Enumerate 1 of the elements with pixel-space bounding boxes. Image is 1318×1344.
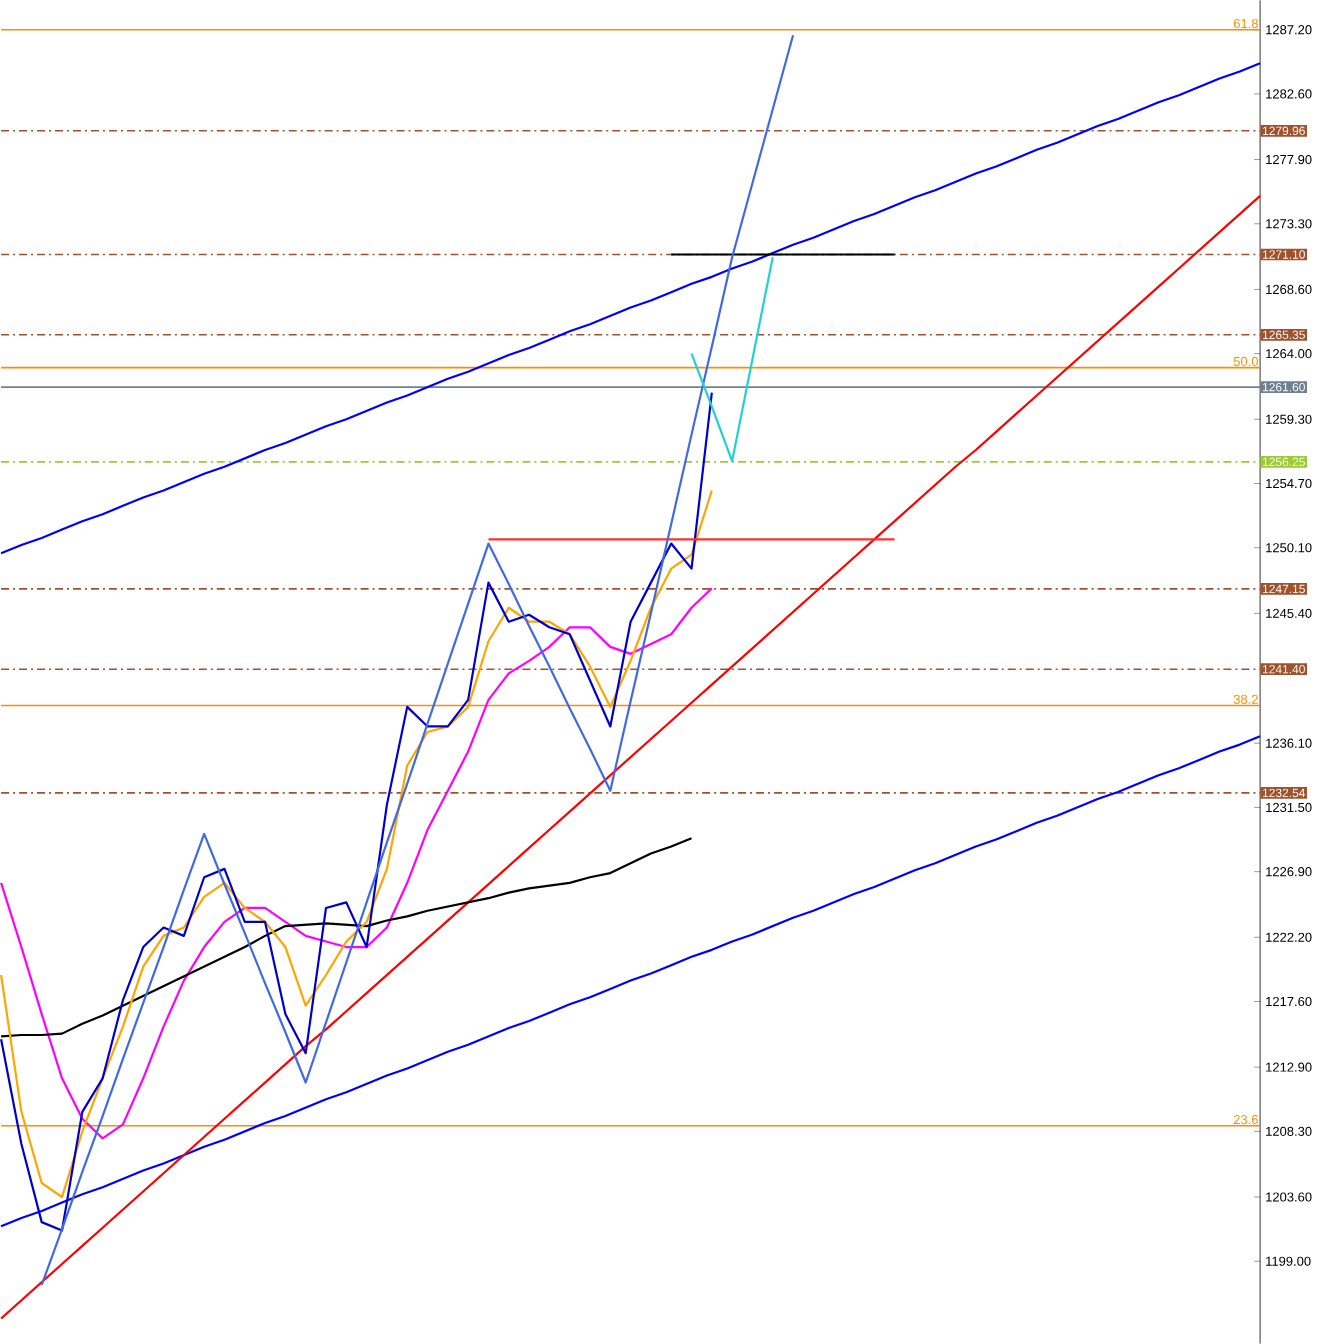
line-series: [0, 489, 713, 1199]
